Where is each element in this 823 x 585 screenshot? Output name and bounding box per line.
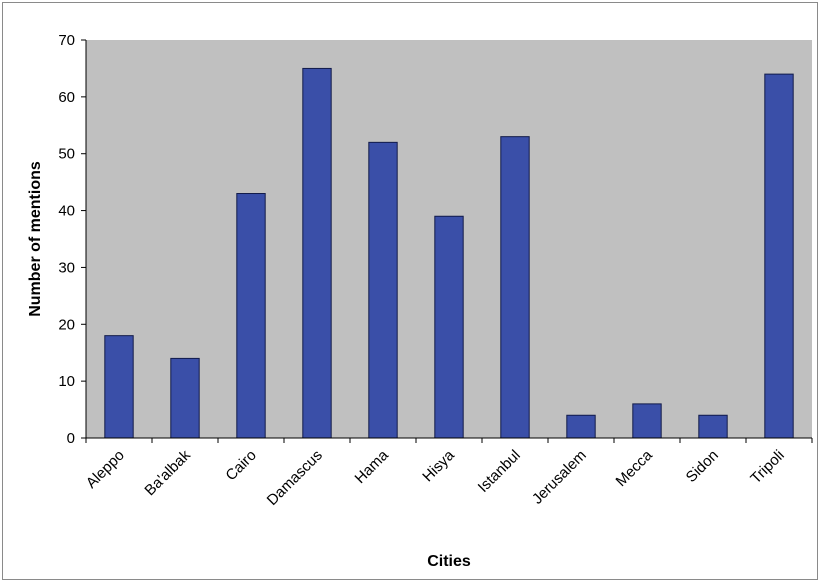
x-tick-label: Jerusalem (529, 447, 590, 508)
bar-hama (368, 141, 398, 439)
bar-ba-albak (170, 357, 200, 439)
x-tick-label: Cairo (222, 447, 259, 484)
x-tick-label: Hisya (419, 446, 458, 485)
x-tick-label: Damascus (264, 447, 326, 509)
y-tick-label: 50 (58, 146, 75, 163)
bar-damascus (302, 67, 332, 439)
x-tick-label: Aleppo (83, 447, 128, 492)
bar-mecca (632, 403, 662, 439)
x-axis-title: Cities (427, 553, 471, 570)
y-tick-label: 60 (58, 89, 75, 106)
x-axis-ticks: Aleppo Ba'albak Cairo Damascus Hama Hisya Ista… (83, 438, 813, 509)
bar-hisya (434, 215, 464, 439)
x-tick-label: Ba'albak (141, 446, 194, 499)
x-tick-label: Tripoli (747, 447, 788, 488)
bar-istanbul (500, 136, 530, 439)
x-tick-label: Hama (352, 446, 393, 487)
bar-aleppo (104, 335, 134, 439)
x-tick-label: Istanbul (475, 447, 524, 496)
y-tick-label: 20 (58, 316, 75, 333)
y-tick-label: 10 (58, 373, 75, 390)
y-axis-title: Number of mentions (27, 161, 44, 317)
y-tick-label: 30 (58, 259, 75, 276)
bars (104, 67, 794, 439)
bar-tripoli (764, 73, 794, 439)
x-tick-label: Mecca (613, 446, 657, 490)
y-tick-label: 70 (58, 32, 75, 49)
y-tick-label: 0 (67, 430, 75, 447)
bar-sidon (698, 414, 728, 439)
bar-jerusalem (566, 414, 596, 439)
x-tick-label: Sidon (683, 447, 722, 486)
y-tick-label: 40 (58, 203, 75, 220)
bar-cairo (236, 193, 266, 439)
y-axis-ticks: 0 10 20 30 40 50 60 70 (58, 32, 86, 447)
